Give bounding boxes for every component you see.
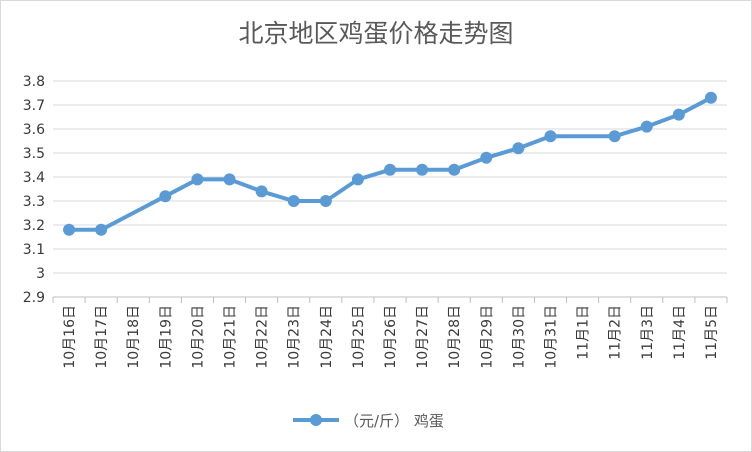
data-point bbox=[640, 120, 653, 133]
y-tick-label: 3 bbox=[36, 266, 45, 282]
data-point bbox=[704, 91, 717, 104]
x-tick-label: 10月30日 bbox=[511, 305, 527, 369]
data-point bbox=[63, 223, 76, 236]
x-tick-label: 10月28日 bbox=[447, 305, 463, 369]
data-point bbox=[384, 163, 396, 176]
data-point bbox=[255, 185, 268, 198]
y-tick-label: 3.5 bbox=[23, 146, 45, 162]
data-point bbox=[608, 130, 621, 143]
x-tick-label: 10月19日 bbox=[158, 305, 174, 369]
data-point bbox=[512, 142, 525, 155]
x-axis-tick-labels: 10月16日 10月17日 10月18日 10月19日 10月20日 10月21日 10月2… bbox=[62, 305, 720, 369]
x-tick-label: 11月3日 bbox=[640, 305, 656, 360]
x-tick-label: 11月1日 bbox=[576, 305, 592, 360]
legend-marker bbox=[310, 414, 322, 426]
y-tick-label: 3.1 bbox=[23, 242, 45, 258]
x-tick-label: 10月26日 bbox=[383, 305, 399, 369]
x-tick-label: 10月25日 bbox=[351, 305, 367, 369]
data-point bbox=[191, 173, 204, 186]
x-tick-label: 10月23日 bbox=[287, 305, 303, 369]
legend-label: （元/斤） 鸡蛋 bbox=[344, 412, 444, 430]
data-point bbox=[319, 195, 332, 207]
x-tick-label: 10月29日 bbox=[479, 305, 495, 369]
y-tick-label: 2.9 bbox=[23, 290, 45, 306]
chart-title: 北京地区鸡蛋价格走势图 bbox=[238, 19, 513, 48]
series-line-segment bbox=[163, 177, 200, 199]
x-tick-label: 10月16日 bbox=[62, 305, 78, 369]
data-point bbox=[287, 195, 300, 207]
data-point bbox=[351, 173, 364, 186]
data-point bbox=[672, 108, 685, 121]
x-tick-label: 10月31日 bbox=[543, 305, 559, 369]
data-point bbox=[223, 173, 236, 186]
y-tick-label: 3.8 bbox=[23, 74, 45, 90]
data-point bbox=[159, 190, 172, 203]
y-tick-label: 3.2 bbox=[23, 218, 45, 234]
data-point bbox=[448, 163, 461, 176]
data-point bbox=[544, 130, 557, 143]
y-tick-label: 3.4 bbox=[23, 170, 45, 186]
y-axis-tick-labels: 2.9 3 3.1 3.2 3.3 3.4 3.5 3.6 3.7 3.8 bbox=[23, 74, 45, 306]
data-point bbox=[95, 223, 108, 236]
x-tick-label: 11月4日 bbox=[672, 305, 688, 360]
legend: （元/斤） 鸡蛋 bbox=[293, 412, 444, 430]
x-tick-label: 11月5日 bbox=[704, 305, 720, 360]
x-tick-label: 10月21日 bbox=[223, 305, 239, 369]
x-tick-label: 10月20日 bbox=[190, 305, 206, 369]
x-tick-label: 10月27日 bbox=[415, 305, 431, 369]
series-line-segment bbox=[676, 95, 713, 117]
series-layer bbox=[63, 91, 717, 236]
x-tick-label: 10月18日 bbox=[126, 305, 142, 369]
y-tick-label: 3.6 bbox=[23, 122, 45, 138]
data-point bbox=[480, 151, 493, 164]
y-tick-label: 3.3 bbox=[23, 194, 45, 210]
x-tick-label: 10月22日 bbox=[255, 305, 271, 369]
x-tick-label: 11月2日 bbox=[608, 305, 624, 360]
grid-lines bbox=[53, 80, 727, 274]
x-axis bbox=[52, 296, 728, 303]
y-tick-label: 3.7 bbox=[23, 98, 45, 114]
series-line-segment bbox=[99, 194, 168, 232]
x-tick-label: 10月17日 bbox=[94, 305, 110, 369]
data-point bbox=[416, 163, 429, 176]
x-tick-label: 10月24日 bbox=[319, 305, 335, 369]
series-line-segment bbox=[323, 177, 360, 203]
